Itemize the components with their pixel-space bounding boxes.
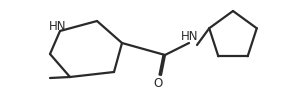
Text: O: O	[153, 77, 163, 90]
Text: HN: HN	[49, 19, 67, 32]
Text: HN: HN	[181, 30, 199, 43]
